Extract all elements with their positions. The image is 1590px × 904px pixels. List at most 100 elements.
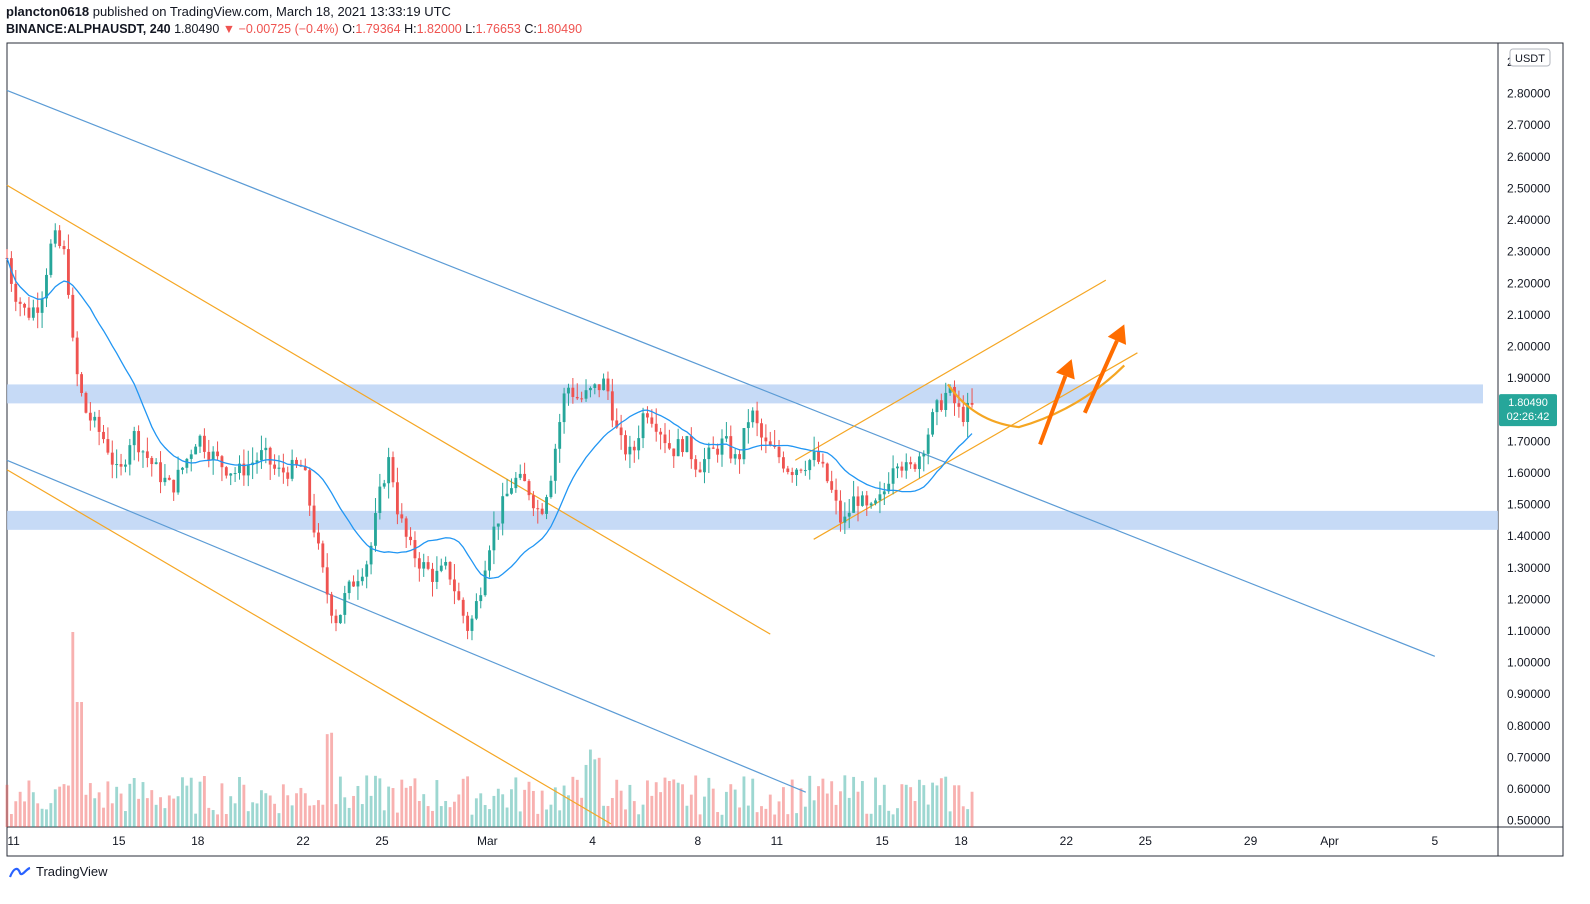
candle-body (527, 481, 531, 496)
candle-body (742, 428, 746, 460)
volume-bar (685, 805, 689, 827)
candle-body (194, 446, 198, 455)
currency-badge[interactable]: USDT (1509, 48, 1551, 67)
candle-body (124, 464, 127, 467)
trendline-blue[interactable] (6, 459, 807, 793)
price-axis[interactable]: 2.900002.800002.700002.600002.500002.400… (1507, 55, 1551, 828)
volume-bar (896, 808, 899, 827)
publish-info: plancton0618 published on TradingView.co… (6, 4, 451, 19)
y-tick-label: 1.40000 (1507, 529, 1551, 543)
candle-body (948, 386, 952, 393)
candle-body (290, 459, 294, 479)
candle-body (913, 464, 917, 470)
trendline-orange[interactable] (813, 352, 1138, 540)
volume-bar (628, 784, 632, 827)
volume-bar (132, 778, 136, 827)
y-tick-label: 2.60000 (1507, 150, 1551, 164)
candle-body (242, 463, 246, 476)
volume-bar (553, 787, 557, 827)
y-tick-label: 2.30000 (1507, 245, 1551, 259)
volume-bar (75, 702, 79, 827)
volume-bar (689, 794, 693, 827)
volume-bar (110, 803, 114, 827)
candle-body (505, 493, 509, 497)
volume-bar (224, 814, 228, 827)
trendline-orange[interactable] (794, 279, 1107, 461)
volume-bar (720, 814, 724, 827)
trendline-orange[interactable] (6, 184, 771, 635)
candle-body (154, 462, 158, 465)
volume-bar (944, 776, 948, 827)
candle-body (365, 564, 369, 577)
y-tick-label: 1.00000 (1507, 656, 1551, 670)
trendline-blue[interactable] (6, 89, 1436, 657)
candle-body (36, 307, 40, 313)
projection-curve[interactable] (947, 364, 1126, 429)
volume-bar (961, 806, 965, 827)
candle-body (733, 454, 737, 459)
volume-bar (795, 813, 799, 827)
candle-body (909, 462, 913, 465)
candle-body (961, 406, 965, 423)
candle-body (501, 496, 505, 524)
candle-body (238, 463, 241, 474)
volume-bar (632, 801, 636, 827)
x-tick-label: 8 (695, 834, 702, 848)
open-value: 1.79364 (355, 22, 401, 36)
candle-body (400, 514, 404, 519)
candle-body (453, 579, 456, 592)
candle-body (540, 508, 544, 514)
volume-bar (659, 792, 663, 827)
up-arrow-icon[interactable] (1038, 375, 1068, 446)
candle-body (102, 431, 105, 440)
candle-body (694, 459, 698, 470)
volume-bar (518, 811, 522, 827)
candle-body (317, 532, 320, 544)
volume-bar (650, 795, 654, 827)
volume-bar (496, 788, 500, 827)
candle-body (426, 562, 430, 569)
volume-bar (58, 786, 62, 827)
candle-body (14, 283, 18, 302)
candle-body (334, 615, 338, 624)
volume-bar (220, 783, 224, 827)
candle-body (922, 453, 926, 457)
time-axis[interactable]: 11 15 18 22 25 Mar 4 8 11 15 18 22 25 29 Apr 5 (7, 834, 1438, 848)
candle-body (843, 516, 847, 523)
volume-bar (62, 784, 66, 827)
candle-body (40, 298, 44, 313)
moving-average (6, 257, 973, 580)
candle-body (347, 581, 351, 594)
trendline-orange[interactable] (6, 469, 612, 825)
volume-bar (80, 702, 83, 827)
volume-bar (400, 779, 404, 827)
candle-body (277, 467, 281, 469)
candle-body (211, 451, 215, 461)
volume-bar (365, 775, 369, 827)
candle-body (724, 436, 728, 439)
volume-bar (562, 785, 566, 827)
candle-body (18, 301, 22, 304)
candle-body (273, 464, 277, 469)
volume-bar (435, 780, 439, 827)
candle-body (264, 447, 268, 451)
candle-body (338, 614, 342, 624)
tradingview-footer[interactable]: TradingView (8, 864, 108, 879)
candle-body (255, 460, 259, 463)
candle-body (356, 581, 360, 587)
publisher-name[interactable]: plancton0618 (6, 4, 90, 19)
volume-bar (698, 814, 702, 827)
volume-bar (124, 811, 127, 827)
volume-bar (431, 810, 434, 827)
volume-bar (786, 814, 790, 827)
volume-bar (466, 776, 470, 827)
volume-bar (194, 813, 198, 827)
candle-body (404, 518, 408, 537)
candle-body (395, 482, 399, 515)
volume-bar (597, 757, 601, 827)
up-arrow-icon[interactable] (1082, 339, 1119, 414)
volume-bar (479, 793, 483, 827)
volume-bar (510, 789, 513, 827)
candle-body (755, 410, 759, 424)
